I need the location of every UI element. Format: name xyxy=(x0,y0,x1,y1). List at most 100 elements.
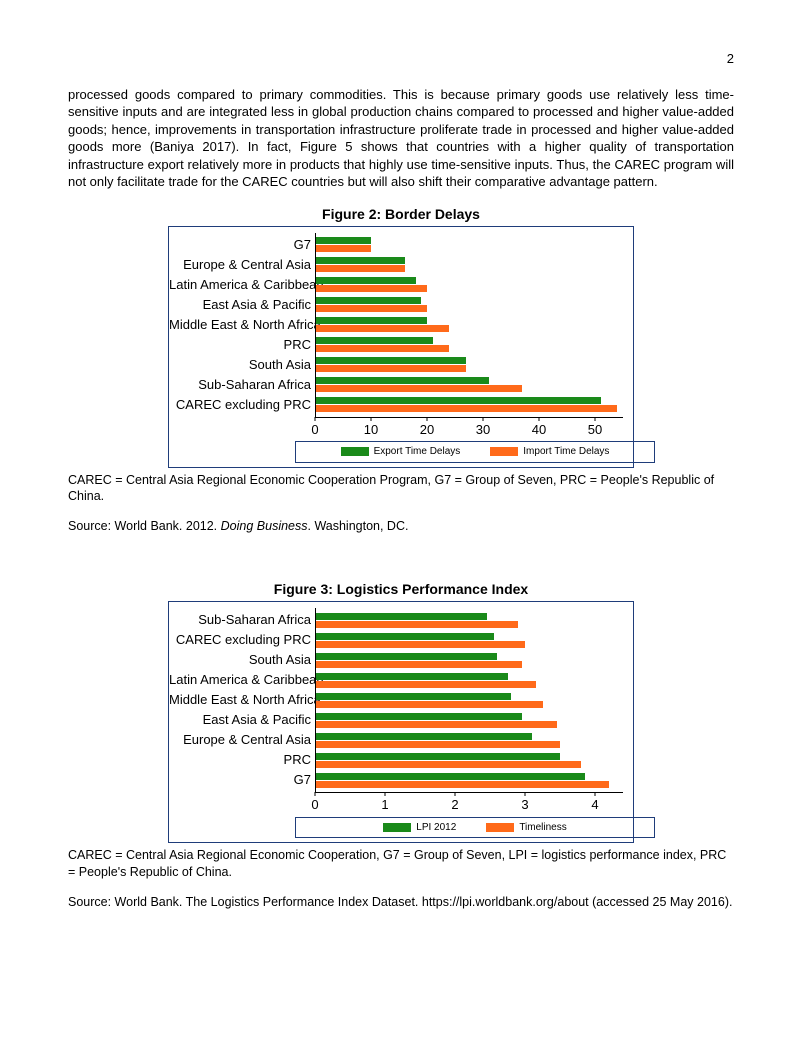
x-tick-label: 50 xyxy=(588,421,602,439)
y-axis-label: Europe & Central Asia xyxy=(169,732,311,750)
y-axis-label: South Asia xyxy=(169,356,311,374)
bar-a xyxy=(315,613,487,620)
bar-a xyxy=(315,257,405,264)
figure3-caption: CAREC = Central Asia Regional Economic C… xyxy=(68,847,734,880)
legend-label: Import Time Delays xyxy=(523,445,609,459)
y-axis-label: Europe & Central Asia xyxy=(169,256,311,274)
legend-item: Export Time Delays xyxy=(341,445,461,459)
x-tick-label: 4 xyxy=(591,796,598,814)
bar-a xyxy=(315,693,511,700)
y-axis-label: Middle East & North Africa xyxy=(169,692,311,710)
bar-b xyxy=(315,345,449,352)
x-tick-label: 40 xyxy=(532,421,546,439)
x-tick-label: 0 xyxy=(311,796,318,814)
bar-a xyxy=(315,237,371,244)
x-axis-line xyxy=(315,792,623,793)
figure2-source-prefix: Source: World Bank. 2012. xyxy=(68,519,221,533)
bar-b xyxy=(315,305,427,312)
bar-b xyxy=(315,265,405,272)
plot-area: G7 Europe & Central Asia Latin America & C… xyxy=(169,227,633,443)
x-tick-label: 3 xyxy=(521,796,528,814)
legend-item: LPI 2012 xyxy=(383,821,456,835)
y-axis-label: Sub-Saharan Africa xyxy=(169,376,311,394)
figure2-caption: CAREC = Central Asia Regional Economic C… xyxy=(68,472,734,505)
y-axis-label: CAREC excluding PRC xyxy=(169,396,311,414)
bar-a xyxy=(315,377,489,384)
x-tick-label: 10 xyxy=(364,421,378,439)
bar-b xyxy=(315,365,466,372)
y-axis-label: Middle East & North Africa xyxy=(169,316,311,334)
x-tick-label: 2 xyxy=(451,796,458,814)
bar-a xyxy=(315,773,585,780)
legend-swatch xyxy=(341,447,369,456)
y-axis-label: PRC xyxy=(169,752,311,770)
y-axis-label: East Asia & Pacific xyxy=(169,712,311,730)
bar-a xyxy=(315,397,601,404)
figure2-source: Source: World Bank. 2012. Doing Business… xyxy=(68,518,734,534)
figure2-chart: G7 Europe & Central Asia Latin America & C… xyxy=(68,226,734,468)
legend-label: Export Time Delays xyxy=(374,445,461,459)
page-number: 2 xyxy=(68,50,734,68)
y-axis-line xyxy=(315,608,316,792)
figure2-source-italic: Doing Business xyxy=(221,519,308,533)
legend-item: Import Time Delays xyxy=(490,445,609,459)
y-axis-label: G7 xyxy=(169,772,311,790)
figure2-title: Figure 2: Border Delays xyxy=(68,205,734,224)
bar-a xyxy=(315,713,522,720)
figure3-chart: Sub-Saharan Africa CAREC excluding PRC Sou… xyxy=(68,601,734,843)
bar-b xyxy=(315,621,518,628)
y-axis-label: Latin America & Caribbean xyxy=(169,672,311,690)
bar-b xyxy=(315,681,536,688)
chart-frame: G7 Europe & Central Asia Latin America & C… xyxy=(168,226,634,468)
x-tick-label: 20 xyxy=(420,421,434,439)
bar-b xyxy=(315,701,543,708)
x-axis-line xyxy=(315,417,623,418)
y-axis-label: CAREC excluding PRC xyxy=(169,632,311,650)
legend-swatch xyxy=(383,823,411,832)
spacer xyxy=(68,534,734,570)
plot-area: Sub-Saharan Africa CAREC excluding PRC Sou… xyxy=(169,602,633,818)
bar-a xyxy=(315,753,560,760)
chart-frame: Sub-Saharan Africa CAREC excluding PRC Sou… xyxy=(168,601,634,843)
bar-a xyxy=(315,653,497,660)
x-tick-label: 0 xyxy=(311,421,318,439)
bar-b xyxy=(315,741,560,748)
bar-a xyxy=(315,733,532,740)
figure3-source: Source: World Bank. The Logistics Perfor… xyxy=(68,894,734,910)
y-axis-line xyxy=(315,233,316,417)
bar-b xyxy=(315,245,371,252)
bar-b xyxy=(315,761,581,768)
legend: Export Time Delays Import Time Delays xyxy=(295,441,655,463)
bar-a xyxy=(315,673,508,680)
bar-a xyxy=(315,357,466,364)
bar-a xyxy=(315,297,421,304)
legend-swatch xyxy=(490,447,518,456)
y-axis-label: South Asia xyxy=(169,652,311,670)
y-axis-label: Sub-Saharan Africa xyxy=(169,612,311,630)
y-axis-label: G7 xyxy=(169,236,311,254)
bar-b xyxy=(315,641,525,648)
bar-b xyxy=(315,781,609,788)
x-tick-label: 1 xyxy=(381,796,388,814)
legend: LPI 2012 Timeliness xyxy=(295,817,655,839)
legend-item: Timeliness xyxy=(486,821,566,835)
figure3-title: Figure 3: Logistics Performance Index xyxy=(68,580,734,599)
bar-a xyxy=(315,633,494,640)
legend-label: Timeliness xyxy=(519,821,566,835)
bar-b xyxy=(315,405,617,412)
bar-a xyxy=(315,337,433,344)
y-axis-label: PRC xyxy=(169,336,311,354)
bar-b xyxy=(315,325,449,332)
bar-b xyxy=(315,285,427,292)
bar-b xyxy=(315,385,522,392)
figure2-source-suffix: . Washington, DC. xyxy=(308,519,409,533)
y-axis-label: Latin America & Caribbean xyxy=(169,276,311,294)
body-paragraph: processed goods compared to primary comm… xyxy=(68,86,734,191)
legend-swatch xyxy=(486,823,514,832)
bar-a xyxy=(315,277,416,284)
bar-a xyxy=(315,317,427,324)
legend-label: LPI 2012 xyxy=(416,821,456,835)
bar-b xyxy=(315,661,522,668)
y-axis-label: East Asia & Pacific xyxy=(169,296,311,314)
x-tick-label: 30 xyxy=(476,421,490,439)
